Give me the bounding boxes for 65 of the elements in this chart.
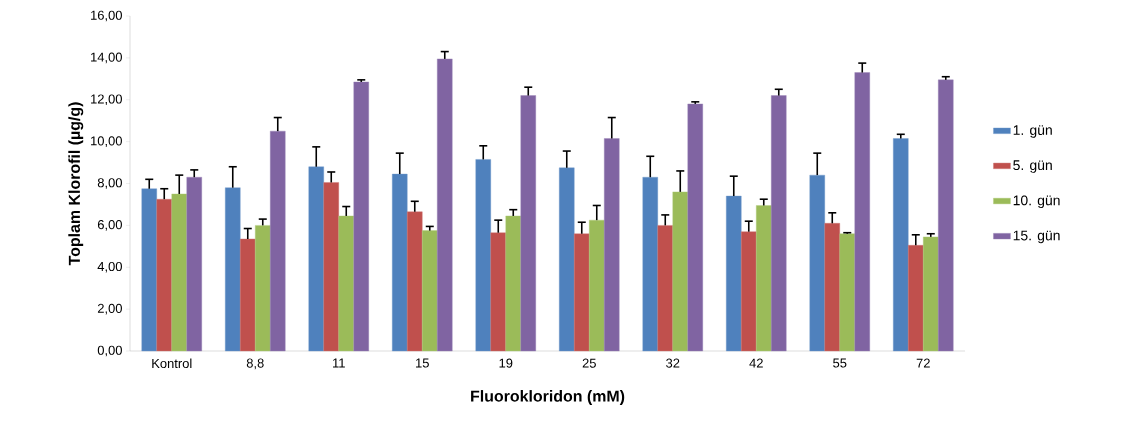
bar [323,182,339,352]
x-tick-label: 19 [499,358,513,368]
bar [270,130,286,352]
x-tick-label: 8,8 [246,358,264,370]
bar [392,173,408,352]
bar [687,103,703,352]
bar [908,245,924,352]
bar [756,205,772,352]
bar [726,195,742,352]
bar [225,187,241,352]
legend-label: 1. gün [1013,125,1052,138]
bar [839,233,855,352]
legend-label: 5. gün [1013,160,1052,173]
bar [672,191,688,352]
bar [923,236,939,352]
bar [407,211,423,352]
bar [741,231,757,352]
bar [893,138,909,352]
x-tick-label: 25 [582,358,596,368]
x-axis-title: Fluorokloridon (mM) [471,390,625,405]
bar [156,199,172,352]
bar [141,188,157,352]
y-tick-label: 10,00 [91,136,122,147]
x-tick-label: 11 [333,358,345,368]
bar [809,174,825,352]
y-tick-label: 8,00 [97,178,122,189]
y-tick-label: 6,00 [97,220,122,231]
bar [422,230,438,352]
bar [657,225,673,352]
bar [559,167,575,352]
x-tick-label: 42 [749,358,763,368]
legend-label: 10. gün [1013,195,1060,209]
bar [938,79,954,352]
y-tick-label: 16,00 [91,10,122,22]
x-tick-label: 32 [666,358,680,368]
y-tick-label: 0,00 [97,345,122,357]
bar [490,232,506,352]
y-axis-title: Toplam Klorofil (µg/g) [68,102,84,266]
legend-label: 15. gün [1013,230,1060,244]
y-tick-label: 4,00 [97,261,122,273]
bar [240,238,256,352]
bar [520,95,536,352]
x-tick-label: Kontrol [152,358,192,369]
bar [171,193,187,352]
bar [574,233,590,352]
bar [589,219,605,352]
bar [338,215,354,352]
y-tick-label: 12,00 [91,94,122,106]
bar [854,72,870,352]
bar [255,225,271,352]
bar [505,215,521,352]
x-tick-label: 15 [416,358,429,368]
bar [642,177,658,352]
bar [824,223,840,352]
y-tick-label: 2,00 [97,303,122,315]
bar [771,95,787,352]
bar [475,159,491,352]
bar [308,166,324,352]
x-tick-label: 72 [916,358,930,368]
y-tick-label: 14,00 [91,52,122,64]
bar [353,81,369,352]
bar [186,177,202,352]
x-tick-label: 55 [833,358,847,368]
bar [437,58,453,352]
bar [604,138,620,352]
